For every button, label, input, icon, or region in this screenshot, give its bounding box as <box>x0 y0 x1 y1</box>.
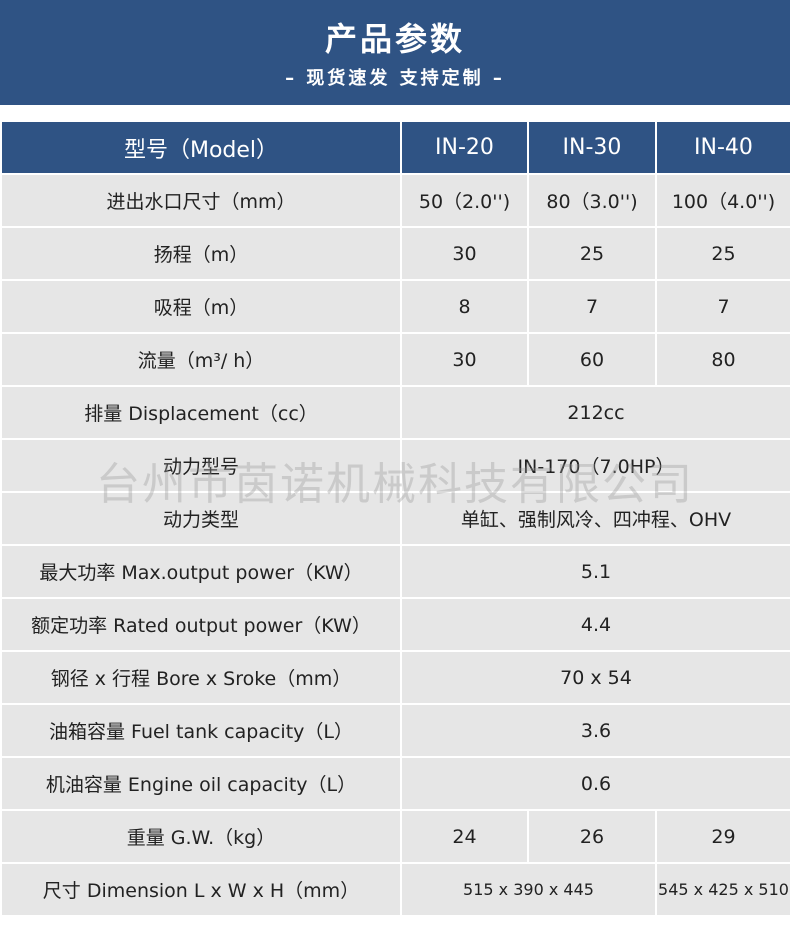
row: 油箱容量 Fuel tank capacity（L） 3.6 <box>0 703 790 758</box>
value-cell: 80 <box>655 332 790 387</box>
label-cell: 油箱容量 Fuel tank capacity（L） <box>0 703 402 758</box>
value-cell: 0.6 <box>400 756 790 811</box>
value-cell: 50（2.0'') <box>400 173 529 228</box>
label-cell: 尺寸 Dimension L x W x H（mm） <box>0 862 402 917</box>
label-cell: 动力型号 <box>0 438 402 493</box>
value-cell: 4.4 <box>400 597 790 652</box>
header-row: 型号（Model） IN-20 IN-30 IN-40 <box>0 120 790 175</box>
header-cell: IN-30 <box>527 120 657 175</box>
value-cell: 5.1 <box>400 544 790 599</box>
row: 动力型号 IN-170（7.0HP） <box>0 438 790 493</box>
label-cell: 重量 G.W.（kg） <box>0 809 402 864</box>
header-cell: IN-20 <box>400 120 529 175</box>
value-cell: 25 <box>655 226 790 281</box>
value-cell: 212cc <box>400 385 790 440</box>
row: 吸程（m） 8 7 7 <box>0 279 790 334</box>
row: 扬程（m） 30 25 25 <box>0 226 790 281</box>
label-cell: 吸程（m） <box>0 279 402 334</box>
row: 额定功率 Rated output power（KW） 4.4 <box>0 597 790 652</box>
value-cell: 26 <box>527 809 657 864</box>
value-cell: 100（4.0'') <box>655 173 790 228</box>
banner: 产品参数 – 现货速发 支持定制 – <box>0 0 790 105</box>
label-cell: 流量（m³/ h） <box>0 332 402 387</box>
row: 流量（m³/ h） 30 60 80 <box>0 332 790 387</box>
subtitle: – 现货速发 支持定制 – <box>285 68 505 89</box>
row: 重量 G.W.（kg） 24 26 29 <box>0 809 790 864</box>
row: 进出水口尺寸（mm） 50（2.0'') 80（3.0'') 100（4.0'') <box>0 173 790 228</box>
header-cell: IN-40 <box>655 120 790 175</box>
value-cell: 3.6 <box>400 703 790 758</box>
row: 最大功率 Max.output power（KW） 5.1 <box>0 544 790 599</box>
row: 钢径 x 行程 Bore x Sroke（mm） 70 x 54 <box>0 650 790 705</box>
value-cell: 29 <box>655 809 790 864</box>
value-cell: 24 <box>400 809 529 864</box>
value-cell: 30 <box>400 226 529 281</box>
row: 机油容量 Engine oil capacity（L） 0.6 <box>0 756 790 811</box>
label-cell: 最大功率 Max.output power（KW） <box>0 544 402 599</box>
row: 动力类型 单缸、强制风冷、四冲程、OHV <box>0 491 790 546</box>
row: 排量 Displacement（cc） 212cc <box>0 385 790 440</box>
label-cell: 动力类型 <box>0 491 402 546</box>
title: 产品参数 <box>324 20 465 58</box>
label-cell: 扬程（m） <box>0 226 402 281</box>
label-cell: 排量 Displacement（cc） <box>0 385 402 440</box>
spec-table: 型号（Model） IN-20 IN-30 IN-40 进出水口尺寸（mm） 50（2.0… <box>0 120 790 917</box>
header-cell: 型号（Model） <box>0 120 402 175</box>
label-cell: 进出水口尺寸（mm） <box>0 173 402 228</box>
value-cell: 7 <box>655 279 790 334</box>
value-cell: 30 <box>400 332 529 387</box>
label-cell: 机油容量 Engine oil capacity（L） <box>0 756 402 811</box>
value-cell: 515 x 390 x 445 <box>400 862 657 917</box>
label-cell: 额定功率 Rated output power（KW） <box>0 597 402 652</box>
value-cell: 70 x 54 <box>400 650 790 705</box>
row: 尺寸 Dimension L x W x H（mm） 515 x 390 x 44… <box>0 862 790 917</box>
value-cell: 545 x 425 x 510 <box>655 862 790 917</box>
value-cell: 80（3.0'') <box>527 173 657 228</box>
value-cell: 60 <box>527 332 657 387</box>
value-cell: 单缸、强制风冷、四冲程、OHV <box>400 491 790 546</box>
label-cell: 钢径 x 行程 Bore x Sroke（mm） <box>0 650 402 705</box>
value-cell: 25 <box>527 226 657 281</box>
value-cell: 7 <box>527 279 657 334</box>
value-cell: 8 <box>400 279 529 334</box>
value-cell: IN-170（7.0HP） <box>400 438 790 493</box>
